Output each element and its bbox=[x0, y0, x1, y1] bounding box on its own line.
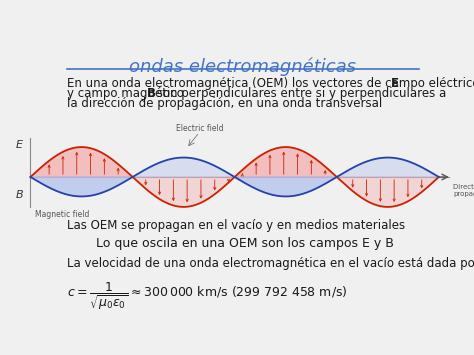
Text: B: B bbox=[16, 190, 24, 201]
Text: E: E bbox=[391, 77, 399, 90]
Text: $c = \dfrac{1}{\sqrt{\mu_0 \varepsilon_0}} \approx 300\,000$ km/s (299 792 458 m: $c = \dfrac{1}{\sqrt{\mu_0 \varepsilon_0… bbox=[66, 280, 347, 312]
Text: La velocidad de una onda electromagnética en el vacío está dada por: La velocidad de una onda electromagnétic… bbox=[66, 257, 474, 270]
Text: la dirección de propagación, en una onda transversal: la dirección de propagación, en una onda… bbox=[66, 97, 382, 110]
Text: son perpendiculares entre si y perpendiculares a: son perpendiculares entre si y perpendic… bbox=[153, 87, 446, 100]
Text: ondas electromagnéticas: ondas electromagnéticas bbox=[129, 58, 356, 76]
Text: En una onda electromagnética (OEM) los vectores de campo eléctrico: En una onda electromagnética (OEM) los v… bbox=[66, 77, 474, 90]
Text: E: E bbox=[16, 140, 23, 149]
Text: B: B bbox=[146, 87, 155, 100]
Text: Las OEM se propagan en el vacío y en medios materiales: Las OEM se propagan en el vacío y en med… bbox=[66, 219, 405, 232]
Text: Electric field: Electric field bbox=[176, 124, 223, 133]
Text: y campo magnético: y campo magnético bbox=[66, 87, 187, 100]
Text: Direction of
propagation: Direction of propagation bbox=[454, 185, 474, 197]
Text: Lo que oscila en una OEM son los campos E y B: Lo que oscila en una OEM son los campos … bbox=[96, 237, 394, 250]
Text: Magnetic field: Magnetic field bbox=[36, 211, 90, 219]
